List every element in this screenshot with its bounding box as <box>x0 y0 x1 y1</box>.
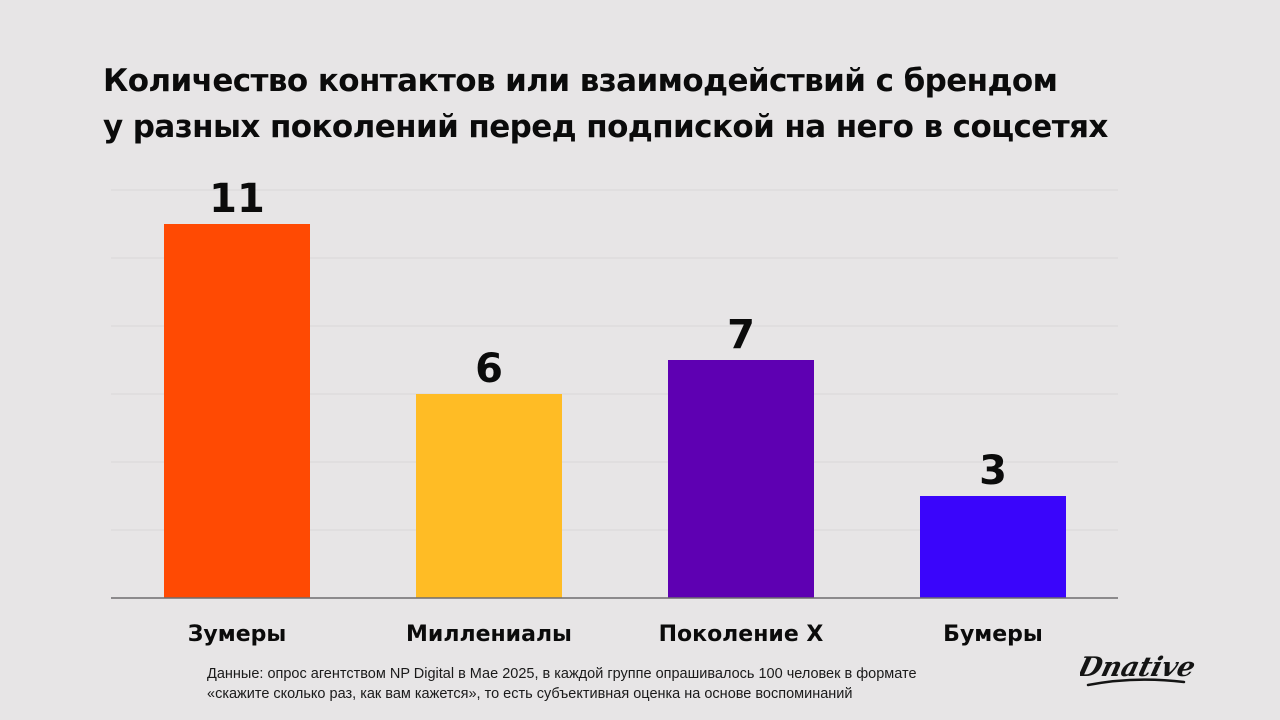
chart-title: Количество контактов или взаимодействий … <box>103 58 1223 150</box>
logo-swoosh <box>1086 678 1186 687</box>
value-label: 6 <box>475 346 503 392</box>
value-label: 11 <box>209 176 265 222</box>
logo-text: Dnative <box>1080 651 1195 683</box>
category-label: Поколение Х <box>659 622 824 647</box>
dnative-logo: Dnative <box>1080 651 1195 687</box>
category-label: Миллениалы <box>406 622 572 647</box>
value-label: 7 <box>727 312 755 358</box>
bar-3 <box>668 360 814 598</box>
bar-1 <box>164 224 310 598</box>
chart-title-line-2: у разных поколений перед подпиской на не… <box>103 109 1108 145</box>
bar-4 <box>920 496 1066 598</box>
chart-title-line-1: Количество контактов или взаимодействий … <box>103 63 1058 99</box>
footnote: Данные: опрос агентством NP Digital в Ма… <box>207 664 1067 704</box>
category-label: Зумеры <box>188 622 287 647</box>
footnote-line-2: «скажите сколько раз, как вам кажется», … <box>207 686 853 702</box>
footnote-line-1: Данные: опрос агентством NP Digital в Ма… <box>207 666 917 682</box>
bar-2 <box>416 394 562 598</box>
value-label: 3 <box>979 448 1007 494</box>
category-label: Бумеры <box>943 622 1043 647</box>
